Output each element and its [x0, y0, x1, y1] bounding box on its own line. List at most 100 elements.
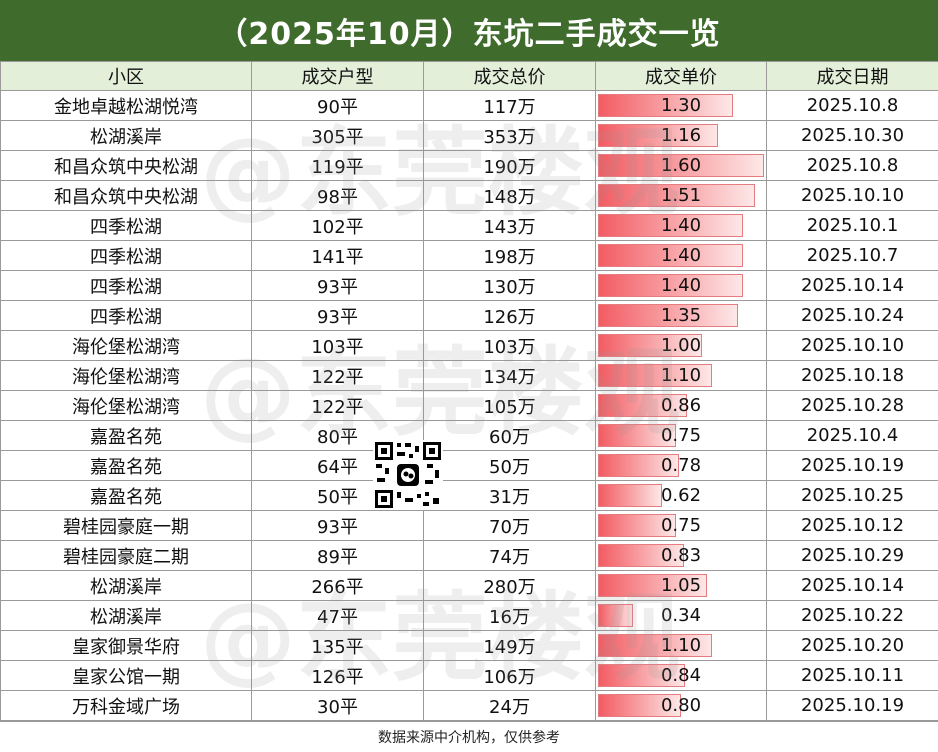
community-cell: 四季松湖 [1, 301, 252, 331]
community-cell: 海伦堡松湖湾 [1, 331, 252, 361]
column-header-community: 小区 [1, 62, 252, 91]
date-cell: 2025.10.24 [767, 301, 938, 331]
unit-price-cell: 1.00 [596, 331, 767, 361]
community-cell: 金地卓越松湖悦湾 [1, 91, 252, 121]
unit-price-value: 0.75 [661, 515, 701, 536]
unit-price-cell: 1.60 [596, 151, 767, 181]
unit-price-cell: 0.75 [596, 421, 767, 451]
unit-price-bar [598, 484, 662, 507]
layout-cell: 93平 [252, 271, 424, 301]
unit-price-value: 0.80 [661, 695, 701, 716]
unit-price-cell: 0.86 [596, 391, 767, 421]
community-cell: 四季松湖 [1, 211, 252, 241]
unit-price-value: 1.05 [661, 575, 701, 596]
total-price-cell: 134万 [424, 361, 596, 391]
column-header-unit-price: 成交单价 [596, 62, 767, 91]
column-header-total-price: 成交总价 [424, 62, 596, 91]
unit-price-cell: 1.40 [596, 211, 767, 241]
layout-cell: 141平 [252, 241, 424, 271]
date-cell: 2025.10.14 [767, 271, 938, 301]
total-price-cell: 24万 [424, 691, 596, 721]
date-cell: 2025.10.28 [767, 391, 938, 421]
date-cell: 2025.10.10 [767, 331, 938, 361]
unit-price-value: 0.86 [661, 395, 701, 416]
unit-price-bar [598, 604, 633, 627]
layout-cell: 266平 [252, 571, 424, 601]
community-cell: 嘉盈名苑 [1, 421, 252, 451]
unit-price-value: 0.84 [661, 665, 701, 686]
total-price-cell: 31万 [424, 481, 596, 511]
unit-price-cell: 1.16 [596, 121, 767, 151]
layout-cell: 122平 [252, 391, 424, 421]
total-price-cell: 148万 [424, 181, 596, 211]
total-price-cell: 50万 [424, 451, 596, 481]
date-cell: 2025.10.29 [767, 541, 938, 571]
layout-cell: 98平 [252, 181, 424, 211]
unit-price-value: 1.10 [661, 635, 701, 656]
unit-price-cell: 0.34 [596, 601, 767, 631]
community-cell: 嘉盈名苑 [1, 481, 252, 511]
unit-price-value: 1.10 [661, 365, 701, 386]
community-cell: 和昌众筑中央松湖 [1, 181, 252, 211]
total-price-cell: 130万 [424, 271, 596, 301]
total-price-cell: 106万 [424, 661, 596, 691]
total-price-cell: 60万 [424, 421, 596, 451]
date-cell: 2025.10.8 [767, 91, 938, 121]
unit-price-cell: 0.75 [596, 511, 767, 541]
date-cell: 2025.10.18 [767, 361, 938, 391]
community-cell: 海伦堡松湖湾 [1, 391, 252, 421]
layout-cell: 93平 [252, 511, 424, 541]
unit-price-value: 1.16 [661, 125, 701, 146]
date-cell: 2025.10.8 [767, 151, 938, 181]
unit-price-cell: 1.40 [596, 271, 767, 301]
total-price-cell: 198万 [424, 241, 596, 271]
total-price-cell: 70万 [424, 511, 596, 541]
layout-cell: 135平 [252, 631, 424, 661]
community-cell: 和昌众筑中央松湖 [1, 151, 252, 181]
community-cell: 碧桂园豪庭一期 [1, 511, 252, 541]
unit-price-cell: 0.62 [596, 481, 767, 511]
total-price-cell: 143万 [424, 211, 596, 241]
unit-price-value: 0.75 [661, 425, 701, 446]
column-header-date: 成交日期 [767, 62, 938, 91]
layout-cell: 90平 [252, 91, 424, 121]
total-price-cell: 117万 [424, 91, 596, 121]
layout-cell: 305平 [252, 121, 424, 151]
community-cell: 四季松湖 [1, 241, 252, 271]
unit-price-cell: 0.78 [596, 451, 767, 481]
unit-price-cell: 0.84 [596, 661, 767, 691]
total-price-cell: 149万 [424, 631, 596, 661]
layout-cell: 126平 [252, 661, 424, 691]
date-cell: 2025.10.4 [767, 421, 938, 451]
unit-price-value: 1.40 [661, 275, 701, 296]
unit-price-cell: 1.10 [596, 361, 767, 391]
community-cell: 嘉盈名苑 [1, 451, 252, 481]
total-price-cell: 74万 [424, 541, 596, 571]
unit-price-value: 0.83 [661, 545, 701, 566]
unit-price-value: 0.34 [661, 605, 701, 626]
unit-price-value: 1.60 [661, 155, 701, 176]
total-price-cell: 126万 [424, 301, 596, 331]
community-cell: 皇家御景华府 [1, 631, 252, 661]
total-price-cell: 190万 [424, 151, 596, 181]
total-price-cell: 280万 [424, 571, 596, 601]
date-cell: 2025.10.14 [767, 571, 938, 601]
